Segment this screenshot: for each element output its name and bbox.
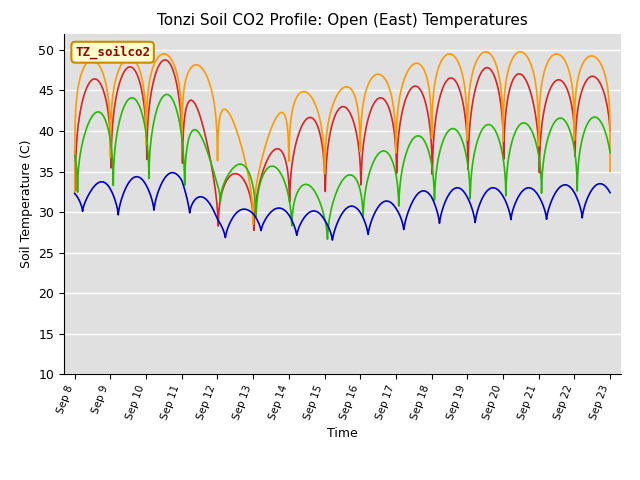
Text: TZ_soilco2: TZ_soilco2 — [75, 46, 150, 59]
Title: Tonzi Soil CO2 Profile: Open (East) Temperatures: Tonzi Soil CO2 Profile: Open (East) Temp… — [157, 13, 528, 28]
X-axis label: Time: Time — [327, 427, 358, 440]
Y-axis label: Soil Temperature (C): Soil Temperature (C) — [20, 140, 33, 268]
